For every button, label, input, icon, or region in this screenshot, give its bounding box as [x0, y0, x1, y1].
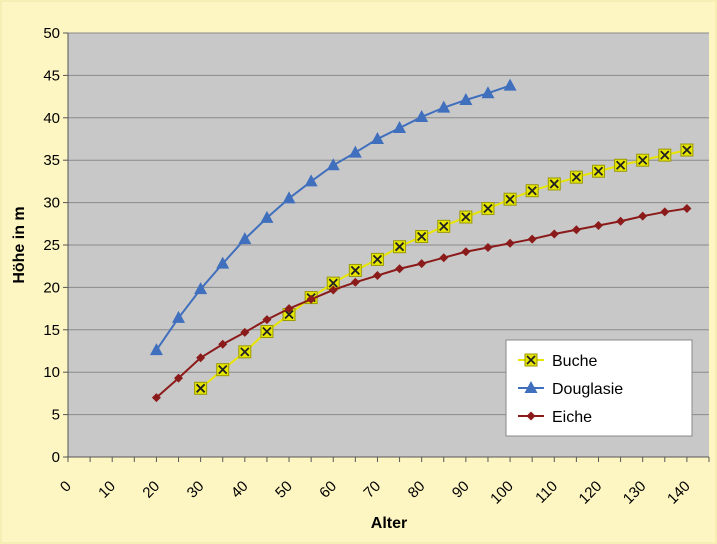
- data-point-buche: [637, 154, 649, 166]
- data-point-buche: [416, 231, 428, 243]
- y-tick-label: 20: [43, 279, 60, 296]
- y-tick-label: 35: [43, 152, 60, 169]
- y-tick-label: 15: [43, 322, 60, 339]
- data-point-buche: [548, 178, 560, 190]
- y-tick-label: 0: [52, 449, 60, 466]
- legend-label: Buche: [552, 353, 597, 370]
- legend-marker-buche: [525, 354, 537, 366]
- data-point-buche: [570, 171, 582, 183]
- data-point-buche: [482, 203, 494, 215]
- data-point-buche: [261, 325, 273, 337]
- legend-label: Douglasie: [552, 381, 623, 398]
- y-tick-label: 30: [43, 195, 60, 212]
- data-point-buche: [349, 264, 361, 276]
- data-point-buche: [592, 165, 604, 177]
- data-point-buche: [460, 211, 472, 223]
- data-point-buche: [526, 185, 538, 197]
- y-tick-label: 10: [43, 364, 60, 381]
- y-tick-label: 45: [43, 67, 60, 84]
- data-point-buche: [438, 220, 450, 232]
- data-point-buche: [195, 382, 207, 394]
- y-tick-label: 50: [43, 25, 60, 42]
- data-point-buche: [681, 144, 693, 156]
- legend-label: Eiche: [552, 409, 592, 426]
- x-axis-title: Alter: [371, 515, 407, 532]
- y-tick-label: 5: [52, 407, 60, 424]
- data-point-buche: [504, 193, 516, 205]
- data-point-buche: [217, 364, 229, 376]
- data-point-buche: [615, 159, 627, 171]
- y-tick-label: 25: [43, 237, 60, 254]
- y-tick-label: 40: [43, 110, 60, 127]
- y-axis-title: Höhe in m: [11, 206, 28, 283]
- data-point-buche: [659, 149, 671, 161]
- legend: Buche Douglasie Eiche: [506, 340, 692, 436]
- data-point-buche: [394, 241, 406, 253]
- data-point-buche: [239, 346, 251, 358]
- data-point-buche: [371, 253, 383, 265]
